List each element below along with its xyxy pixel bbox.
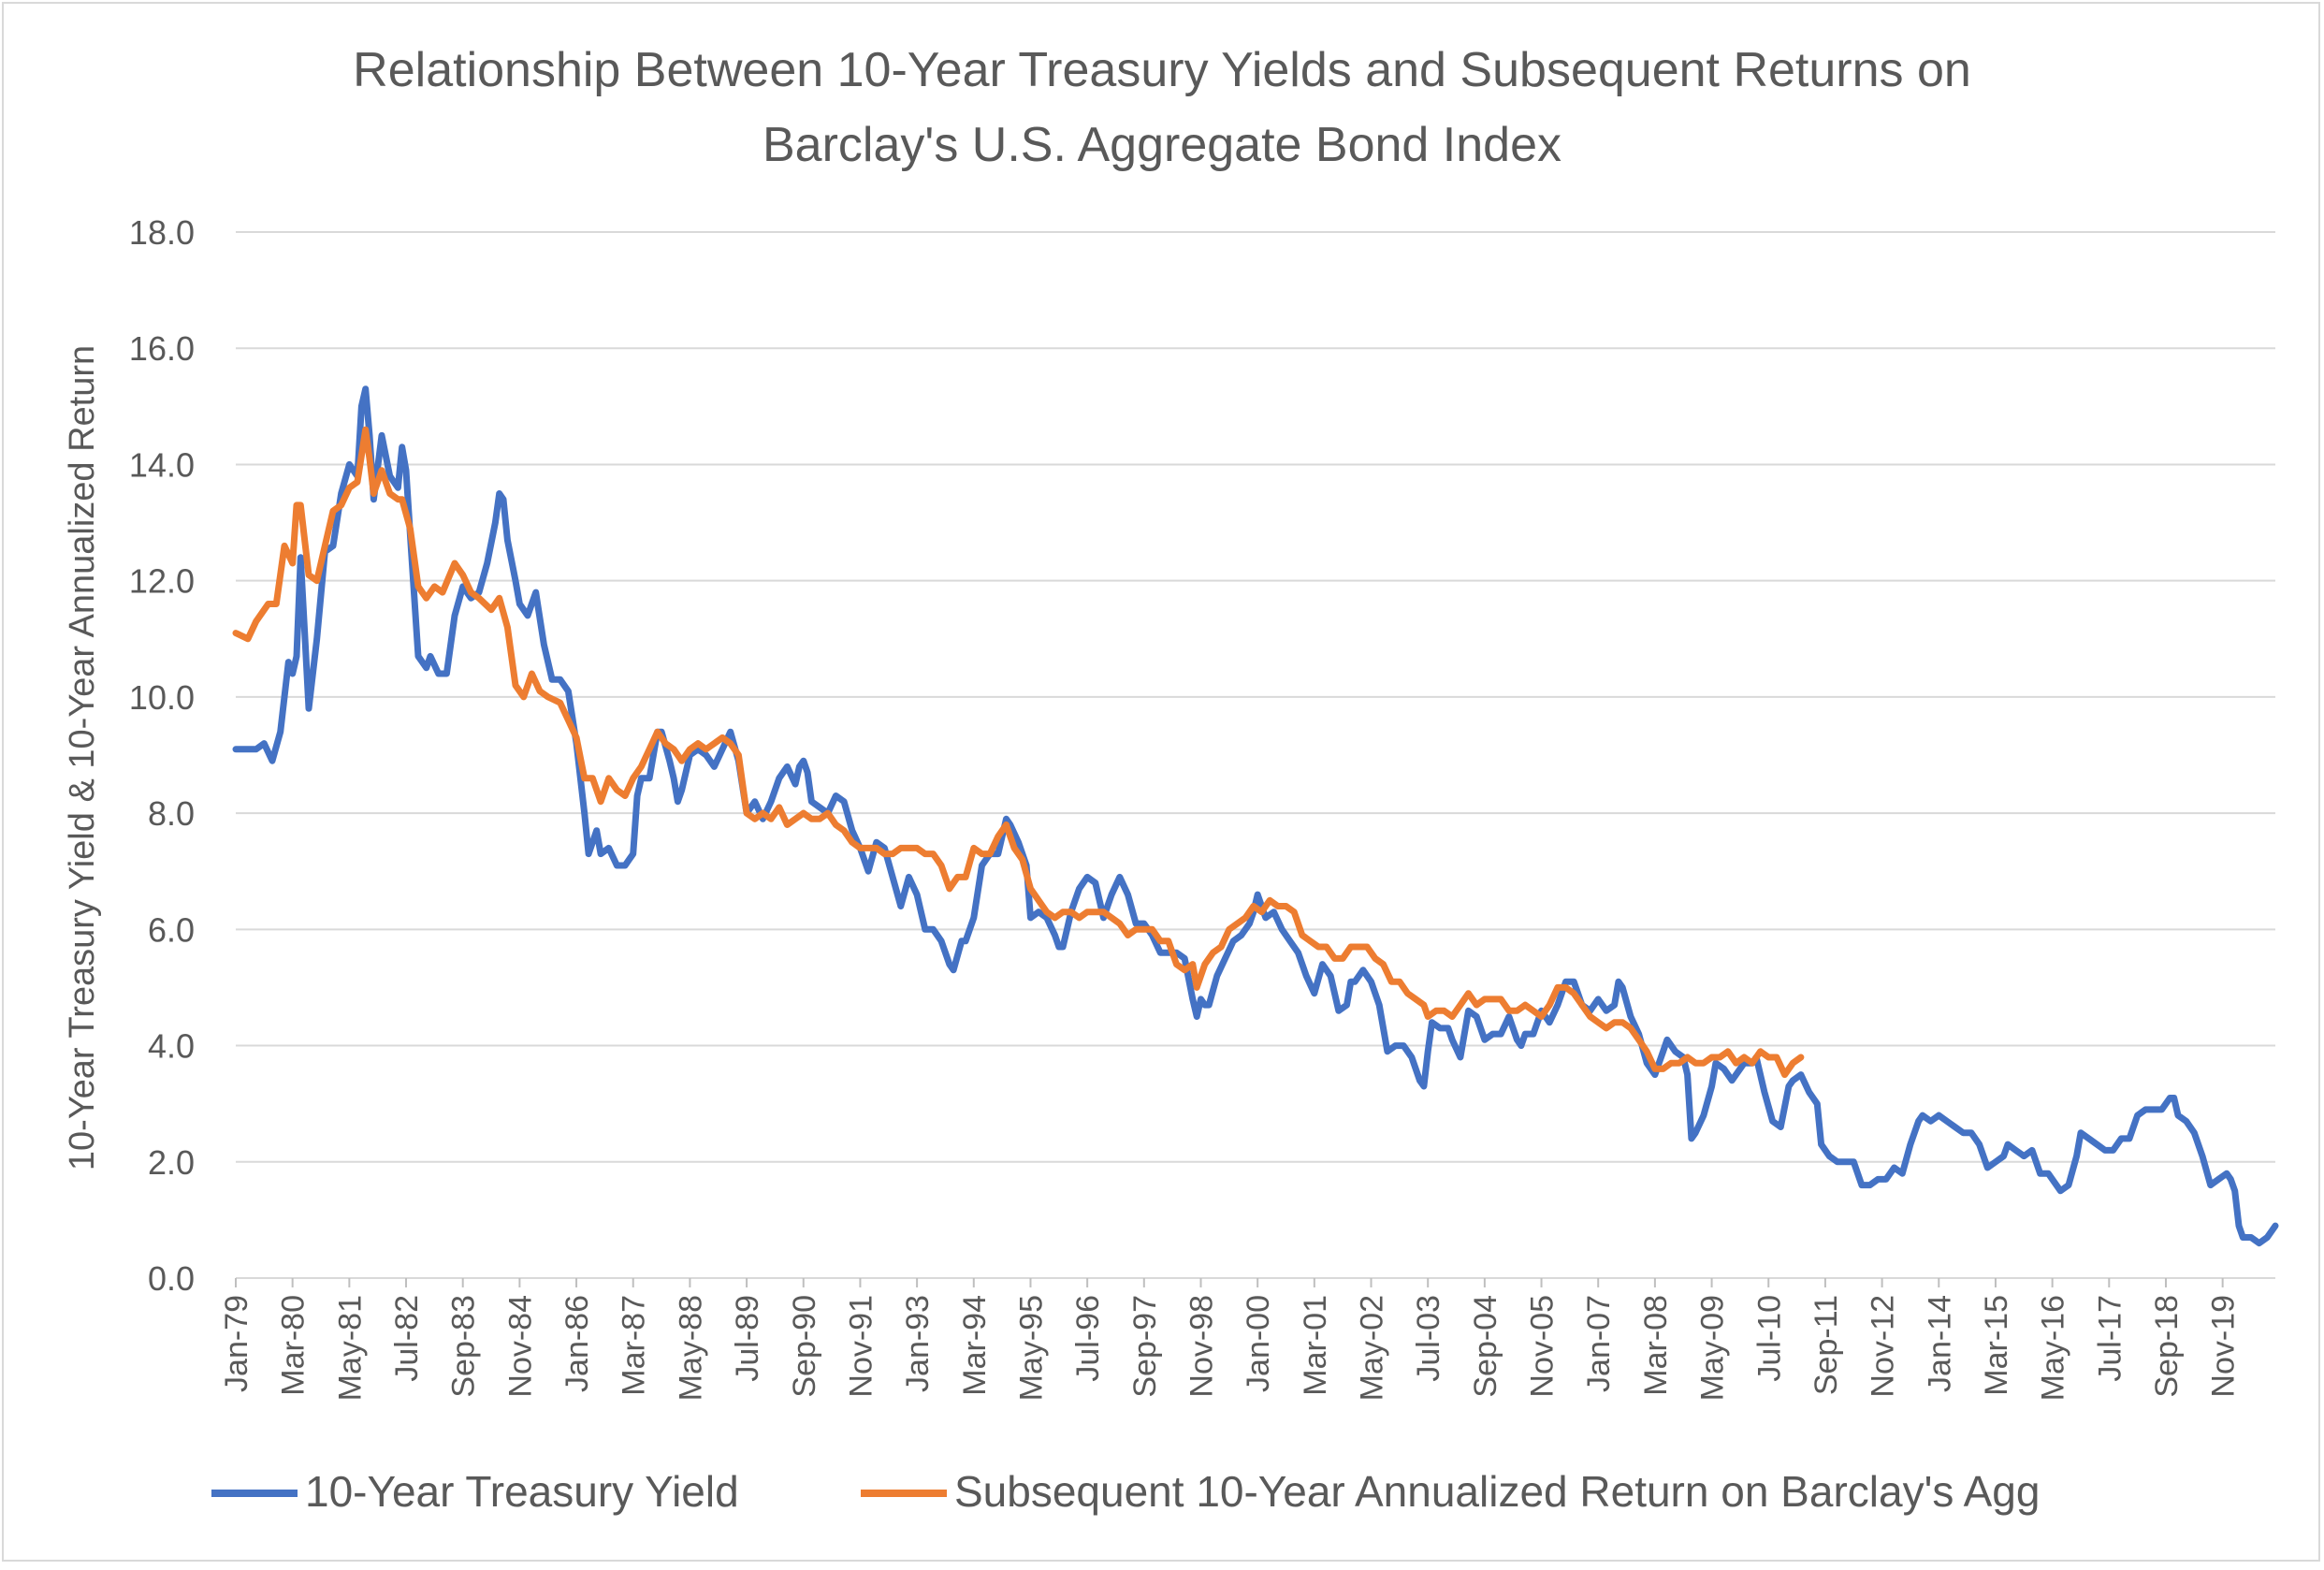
x-tick-label: Jul-96 <box>1070 1295 1106 1382</box>
legend-label: 10-Year Treasury Yield <box>305 1467 739 1516</box>
series-lines <box>232 385 2279 1247</box>
x-tick-label: Jul-17 <box>2092 1295 2128 1382</box>
x-tick-label: Mar-87 <box>617 1295 652 1396</box>
y-tick-label: 12.0 <box>129 562 195 601</box>
x-tick-label: Jul-89 <box>730 1295 765 1382</box>
x-tick-label: Sep-97 <box>1127 1295 1163 1398</box>
x-tick-label: Mar-01 <box>1298 1295 1333 1396</box>
x-tick-label: Jul-82 <box>389 1295 425 1382</box>
y-tick-label: 2.0 <box>148 1143 195 1182</box>
y-tick-label: 18.0 <box>129 213 195 252</box>
x-tick-label: Nov-98 <box>1184 1295 1219 1398</box>
x-tick-label: Jan-79 <box>219 1295 254 1392</box>
x-tick-label: Jan-00 <box>1241 1295 1276 1392</box>
x-tick-label: Mar-80 <box>276 1295 312 1396</box>
x-tick-label: Jul-03 <box>1411 1295 1446 1382</box>
y-tick-label: 10.0 <box>129 678 195 717</box>
y-tick-label: 4.0 <box>148 1027 195 1066</box>
x-tick-label: Mar-08 <box>1638 1295 1674 1396</box>
x-tick-label: May-95 <box>1013 1295 1049 1401</box>
x-tick-label: May-88 <box>673 1295 708 1401</box>
x-tick-label: Sep-04 <box>1468 1295 1503 1398</box>
x-tick-label: Nov-19 <box>2206 1295 2242 1398</box>
x-axis-ticks: Jan-79 Mar-80 May-81 Jul-82 Sep-83 Nov-84 Jan-… <box>219 1278 2242 1401</box>
y-tick-label: 6.0 <box>148 910 195 949</box>
x-tick-label: Nov-91 <box>843 1295 879 1398</box>
x-tick-label: Sep-90 <box>787 1295 822 1398</box>
x-tick-label: May-09 <box>1695 1295 1731 1401</box>
x-tick-label: Mar-15 <box>1979 1295 2014 1396</box>
x-tick-label: Sep-11 <box>1808 1295 1844 1395</box>
x-tick-label: Nov-12 <box>1866 1295 1901 1398</box>
legend-label: Subsequent 10-Year Annualized Return on … <box>954 1467 2040 1516</box>
y-tick-label: 14.0 <box>129 445 195 484</box>
x-tick-label: Jan-14 <box>1922 1295 1957 1392</box>
y-axis-label: 10-Year Treasury Yield & 10-Year Annuali… <box>63 345 102 1170</box>
y-tick-label: 0.0 <box>148 1259 195 1298</box>
x-tick-label: Nov-84 <box>502 1295 538 1398</box>
legend: 10-Year Treasury Yield Subsequent 10-Year… <box>211 1467 2040 1516</box>
x-tick-label: May-16 <box>2036 1295 2071 1401</box>
series-line-agg-return <box>232 426 1805 1079</box>
x-tick-label: Jan-86 <box>559 1295 595 1392</box>
x-tick-label: Mar-94 <box>957 1295 993 1396</box>
x-tick-label: Jan-93 <box>900 1295 936 1392</box>
x-tick-label: May-02 <box>1355 1295 1390 1401</box>
x-tick-label: Sep-18 <box>2149 1295 2185 1398</box>
series-line-treasury-yield <box>232 385 2279 1247</box>
x-tick-label: Nov-05 <box>1525 1295 1561 1398</box>
x-tick-label: Jan-07 <box>1581 1295 1617 1392</box>
x-tick-label: Sep-83 <box>446 1295 482 1398</box>
chart-title-line-1: Relationship Between 10-Year Treasury Yi… <box>353 43 1971 97</box>
y-tick-label: 16.0 <box>129 329 195 368</box>
chart-title-line-2: Barclay's U.S. Aggregate Bond Index <box>763 118 1561 172</box>
y-tick-label: 8.0 <box>148 794 195 833</box>
y-axis-ticks: 0.0 2.0 4.0 6.0 8.0 10.0 12.0 14.0 16.0 18.0 <box>129 213 195 1298</box>
x-tick-label: Jul-10 <box>1751 1295 1787 1382</box>
x-tick-label: May-81 <box>332 1295 368 1401</box>
gridlines <box>236 231 2275 1279</box>
